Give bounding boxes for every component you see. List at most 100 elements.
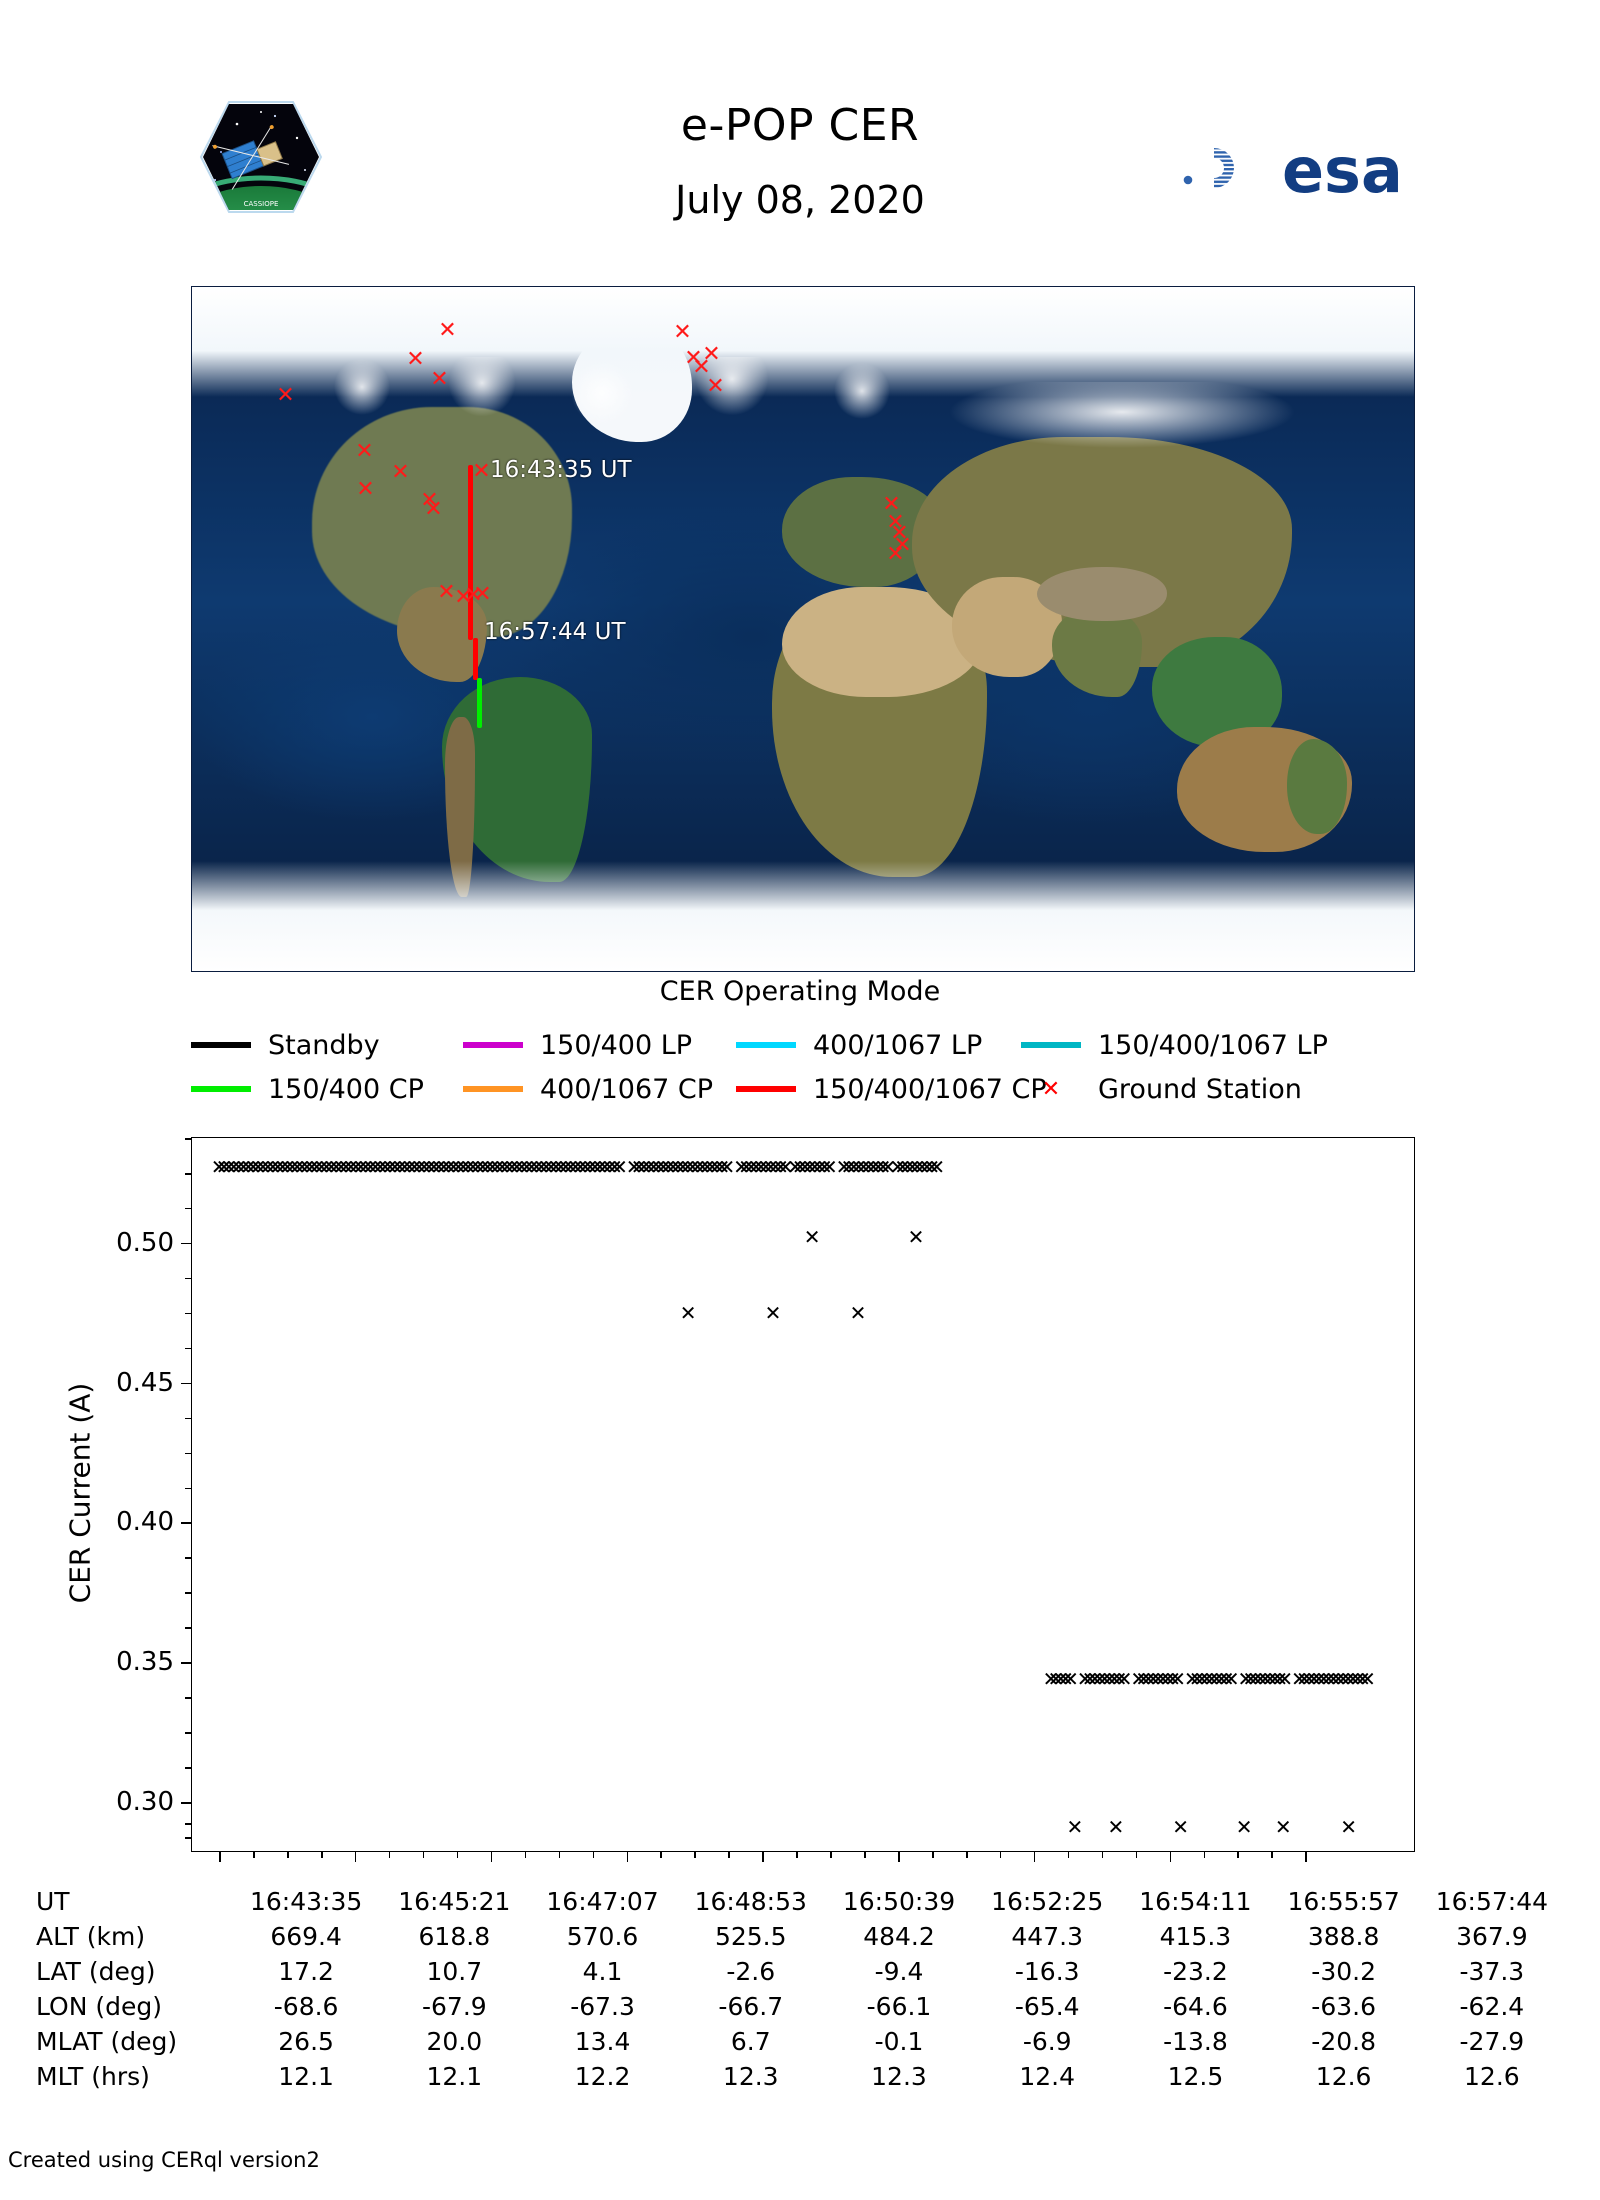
legend-item-150-400-1067-cp[interactable]: 150/400/1067 CP <box>736 1070 1047 1108</box>
legend-label-400-1067-cp: 400/1067 CP <box>540 1073 714 1105</box>
data-point: ✕ <box>430 1154 448 1179</box>
data-point: ✕ <box>640 1154 658 1179</box>
page-title: e-POP CER <box>680 100 920 151</box>
table-cell: -16.3 <box>1014 1957 1080 1986</box>
table-cell: -30.2 <box>1311 1957 1376 1986</box>
y-tick-minor <box>185 1347 192 1350</box>
legend-item-400-1067-cp[interactable]: 400/1067 CP <box>463 1070 713 1108</box>
table-cell: 12.3 <box>722 2062 779 2091</box>
y-tick-minor <box>185 1207 192 1210</box>
data-point: ✕ <box>1172 1815 1189 1840</box>
x-tick-minor <box>558 1851 561 1858</box>
data-point: ✕ <box>474 1154 492 1179</box>
x-tick-minor <box>1101 1851 1104 1858</box>
table-cell: 367.9 <box>1456 1922 1528 1951</box>
data-point: ✕ <box>1310 1667 1328 1692</box>
y-tick-minor <box>185 1312 192 1315</box>
data-point: ✕ <box>293 1154 311 1179</box>
legend-swatch-150-400-1067-cp <box>736 1086 796 1092</box>
ephemeris-table: UT 16:43:35 16:45:21 16:47:07 16:48:53 16:50:… <box>36 1884 1566 2094</box>
data-point: ✕ <box>362 1154 379 1179</box>
data-point: ✕ <box>764 1300 782 1325</box>
legend-item-standby[interactable]: Standby <box>191 1026 380 1064</box>
data-point: ✕ <box>694 1154 711 1179</box>
y-tick-major <box>181 1662 192 1664</box>
data-point: ✕ <box>1188 1667 1206 1692</box>
table-row: LON (deg) -68.6 -67.9 -67.3 -66.7 -66.1 -65.4 -… <box>36 1989 1566 2024</box>
legend-item-150-400-lp[interactable]: 150/400 LP <box>463 1026 692 1064</box>
data-point: ✕ <box>1149 1667 1167 1692</box>
legend-swatch-standby <box>191 1042 251 1048</box>
table-cell: 388.8 <box>1307 1922 1380 1951</box>
map-arctic-ice-patchy <box>302 357 922 437</box>
data-point: ✕ <box>1340 1815 1357 1840</box>
data-point: ✕ <box>1135 1667 1152 1692</box>
data-point: ✕ <box>415 1154 433 1179</box>
y-tick-minor <box>185 1172 192 1175</box>
data-point: ✕ <box>1066 1815 1084 1840</box>
cassiope-logo-icon: CASSIOPE <box>197 98 325 216</box>
data-point: ✕ <box>796 1154 814 1179</box>
x-tick-major <box>219 1851 221 1862</box>
data-point: ✕ <box>1081 1667 1099 1692</box>
x-tick-minor <box>1067 1851 1070 1858</box>
data-point: ✕ <box>396 1154 414 1179</box>
data-point: ✕ <box>1339 1667 1357 1692</box>
data-point: ✕ <box>493 1154 511 1179</box>
data-point: ✕ <box>1242 1667 1260 1692</box>
data-point: ✕ <box>523 1154 540 1179</box>
table-row: UT 16:43:35 16:45:21 16:47:07 16:48:53 16:50:… <box>36 1884 1566 1919</box>
data-point: ✕ <box>425 1154 443 1179</box>
data-point: ✕ <box>855 1154 872 1179</box>
x-tick-minor <box>864 1851 866 1858</box>
x-tick-minor <box>456 1851 459 1858</box>
data-point: ✕ <box>581 1154 599 1179</box>
esa-logo-icon: esa <box>1162 126 1447 210</box>
data-point: ✕ <box>684 1154 702 1179</box>
data-point: ✕ <box>630 1154 648 1179</box>
x-tick-minor <box>422 1851 425 1858</box>
data-point: ✕ <box>713 1154 731 1179</box>
data-point: ✕ <box>298 1154 316 1179</box>
table-cell: -9.4 <box>874 1957 924 1986</box>
data-point: ✕ <box>484 1154 501 1179</box>
data-point: ✕ <box>401 1154 418 1179</box>
data-point: ✕ <box>410 1154 428 1179</box>
data-point: ✕ <box>332 1154 350 1179</box>
table-cell: 17.2 <box>278 1957 334 1986</box>
legend-item-400-1067-lp[interactable]: 400/1067 LP <box>736 1026 982 1064</box>
y-tick-minor <box>185 1138 192 1140</box>
legend-item-150-400-cp[interactable]: 150/400 CP <box>191 1070 424 1108</box>
data-point: ✕ <box>1305 1667 1323 1692</box>
data-point: ✕ <box>1144 1667 1162 1692</box>
table-cell: 16:57:44 <box>1435 1887 1549 1916</box>
y-tick-minor <box>185 1277 192 1280</box>
data-point: ✕ <box>586 1154 604 1179</box>
table-cell: 6.7 <box>730 2027 771 2056</box>
x-tick-minor <box>796 1851 798 1858</box>
data-point: ✕ <box>352 1154 370 1179</box>
data-point: ✕ <box>611 1154 628 1179</box>
x-tick-minor <box>965 1851 968 1858</box>
legend-item-ground-station[interactable]: ✕ Ground Station <box>1021 1070 1302 1108</box>
data-point: ✕ <box>1096 1667 1114 1692</box>
ground-station-marker: ✕ <box>886 510 905 535</box>
y-tick-major <box>181 1802 192 1804</box>
y-tick-minor <box>185 1697 192 1699</box>
data-point: ✕ <box>1140 1667 1157 1692</box>
x-tick-major <box>762 1851 764 1862</box>
data-point: ✕ <box>757 1154 775 1179</box>
data-point: ✕ <box>235 1154 252 1179</box>
world-map-panel: ✕ ✕ ✕ ✕ ✕ ✕ ✕ ✕ ✕ ✕ ✕ ✕ ✕ ✕ ✕ ✕ ✕ ✕ ✕ ✕ … <box>191 286 1415 972</box>
landmass-australia-east <box>1287 739 1347 834</box>
data-point: ✕ <box>318 1154 335 1179</box>
data-point: ✕ <box>489 1154 506 1179</box>
esa-wordmark: esa <box>1282 134 1403 207</box>
data-point: ✕ <box>567 1154 584 1179</box>
table-cell: 12.4 <box>1019 2062 1076 2091</box>
legend-item-150-400-1067-lp[interactable]: 150/400/1067 LP <box>1021 1026 1328 1064</box>
data-point: ✕ <box>849 1300 867 1325</box>
x-tick-minor <box>1271 1851 1274 1858</box>
table-cell: -0.1 <box>874 2027 924 2056</box>
page-header: CASSIOPE e-POP CER July 08, 2020 esa <box>0 0 1600 222</box>
